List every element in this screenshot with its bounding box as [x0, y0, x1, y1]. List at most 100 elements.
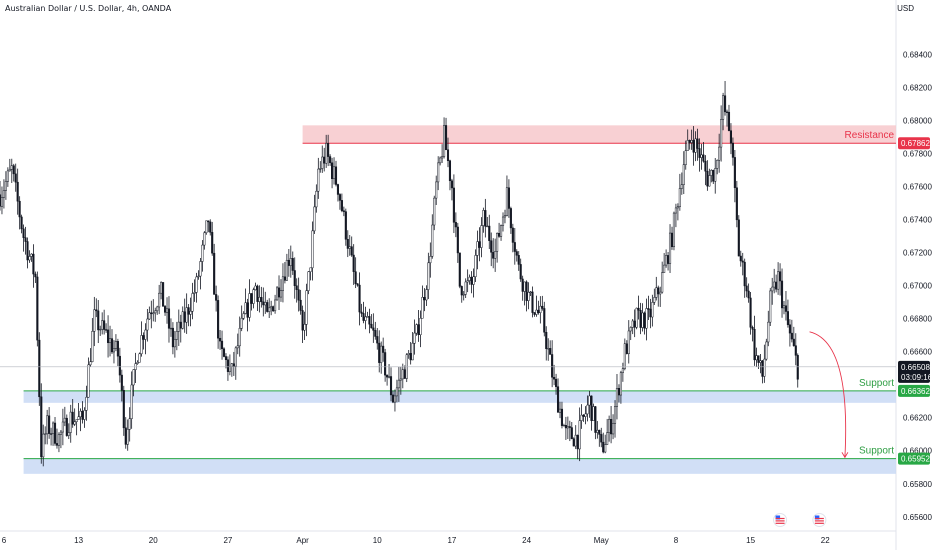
candle-body	[600, 434, 603, 443]
candle-body	[81, 410, 84, 420]
candle-body	[181, 311, 184, 329]
candle-body	[160, 282, 163, 294]
candle	[731, 137, 734, 166]
candle	[50, 427, 53, 446]
candle	[116, 338, 119, 367]
candle	[77, 403, 80, 420]
candle	[714, 158, 717, 194]
candle	[55, 428, 59, 449]
candle-body	[79, 410, 82, 417]
candle-body	[301, 310, 304, 331]
candle-body	[564, 425, 567, 429]
candle	[44, 426, 47, 445]
candle	[262, 287, 265, 317]
candle-body	[274, 299, 277, 312]
flag-stripe	[814, 520, 824, 522]
y-tick-label: 0.65600	[903, 513, 932, 522]
candle-body	[576, 434, 579, 450]
candle	[765, 338, 768, 361]
candle-body	[250, 293, 253, 304]
candle-body	[529, 291, 532, 293]
candle	[458, 252, 461, 289]
candle	[185, 293, 188, 334]
candle-body	[140, 335, 143, 355]
candle-body	[348, 246, 351, 249]
candle	[222, 347, 226, 358]
candle-body	[364, 316, 367, 321]
candle	[612, 414, 615, 440]
candle	[307, 271, 310, 295]
candle	[741, 252, 744, 276]
candle	[323, 147, 326, 172]
candle-body	[661, 272, 664, 293]
support-price-badge	[898, 384, 930, 397]
candle-body	[399, 378, 402, 381]
candle	[303, 311, 306, 340]
candle-body	[114, 341, 117, 349]
candle-body	[108, 338, 112, 344]
candle	[81, 401, 84, 424]
candle	[95, 298, 98, 318]
candle	[382, 337, 385, 362]
candle	[327, 134, 330, 167]
candle	[435, 175, 438, 206]
candle	[720, 105, 723, 162]
candle	[562, 423, 565, 427]
candle	[513, 228, 516, 265]
candle-body	[784, 305, 788, 312]
candle	[553, 364, 556, 386]
resistance-label: Resistance	[845, 130, 895, 141]
candle-body	[641, 312, 644, 328]
candle-body	[323, 156, 326, 164]
candle-body	[462, 294, 465, 296]
candle	[519, 258, 522, 282]
candle	[566, 416, 569, 439]
candle	[211, 221, 214, 256]
candle-body	[264, 302, 267, 306]
candle	[608, 415, 611, 442]
candle	[173, 330, 176, 358]
candle	[439, 156, 442, 166]
candle-body	[718, 146, 721, 161]
candle	[551, 340, 554, 388]
candle-body	[10, 165, 13, 170]
candle	[718, 133, 721, 173]
candle	[199, 258, 202, 290]
candle	[600, 427, 603, 448]
candle	[340, 193, 343, 213]
candle	[409, 341, 412, 365]
candle-body	[16, 181, 19, 202]
candle-body	[103, 320, 106, 330]
candle	[698, 138, 701, 172]
x-tick-label: 8	[674, 536, 679, 545]
flag-stripe	[775, 517, 785, 520]
candle	[708, 168, 711, 187]
candle-body	[670, 232, 674, 248]
candle-body	[639, 310, 642, 328]
candle	[256, 284, 259, 311]
candle-body	[332, 166, 336, 180]
candle-body	[782, 305, 786, 309]
candle	[488, 214, 491, 250]
candle-body	[154, 310, 157, 314]
candle	[739, 250, 742, 267]
candle-body	[18, 200, 21, 218]
candle-body	[136, 362, 139, 364]
candle	[289, 245, 292, 278]
candle	[606, 418, 609, 445]
candle-body	[197, 275, 200, 278]
candle-body	[293, 270, 296, 287]
candle	[305, 283, 308, 337]
candle	[215, 285, 218, 312]
candle-body	[543, 308, 546, 333]
candle-body	[20, 216, 23, 230]
candle	[264, 291, 267, 314]
candle-body	[0, 197, 4, 207]
candle	[4, 171, 7, 200]
candle-body	[287, 259, 290, 266]
y-tick-label: 0.67000	[903, 282, 932, 291]
candle-body	[32, 253, 35, 275]
candle	[201, 240, 204, 272]
